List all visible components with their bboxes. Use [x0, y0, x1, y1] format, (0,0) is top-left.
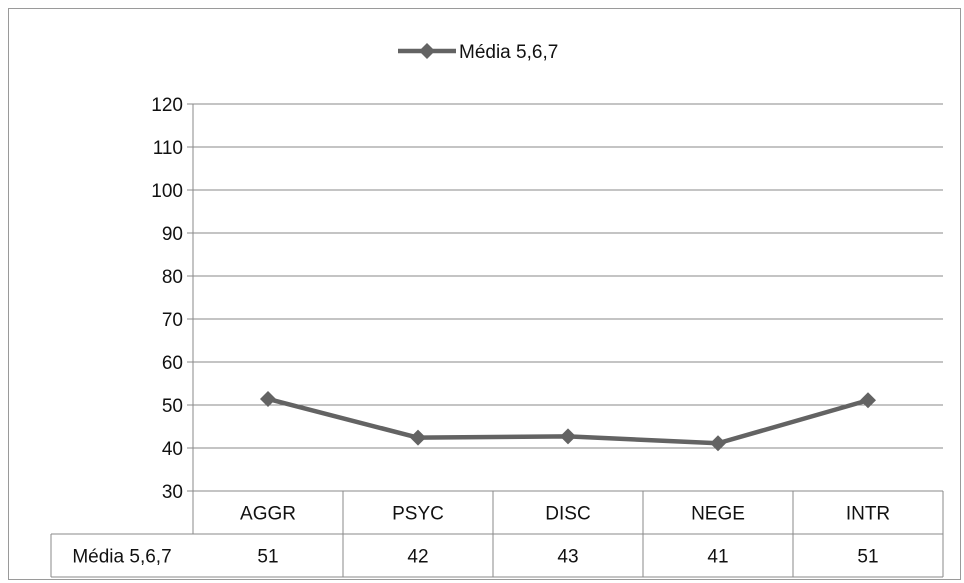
data-point-disc — [560, 428, 576, 445]
y-tick-label-90: 90 — [162, 224, 183, 245]
chart-frame — [8, 8, 961, 580]
y-tick-label-30: 30 — [162, 482, 183, 503]
y-tick-label-110: 110 — [153, 138, 183, 159]
data-point-psyc — [410, 429, 426, 446]
axes — [187, 103, 194, 534]
table-cell-disc: 43 — [557, 547, 578, 568]
table-cell-nege: 41 — [707, 547, 728, 568]
data-point-intr — [860, 392, 876, 409]
category-label-disc: DISC — [545, 504, 590, 525]
y-tick-label-40: 40 — [162, 439, 183, 460]
category-label-intr: INTR — [846, 504, 890, 525]
y-tick-label-80: 80 — [162, 267, 183, 288]
table-cell-aggr: 51 — [257, 547, 278, 568]
y-tick-label-120: 120 — [151, 95, 183, 116]
table-row-header: Média 5,6,7 — [72, 547, 171, 568]
y-tick-label-60: 60 — [162, 353, 183, 374]
category-label-nege: NEGE — [691, 504, 745, 525]
legend-label: Média 5,6,7 — [459, 42, 558, 63]
y-tick-label-100: 100 — [151, 181, 183, 202]
y-axis-tick-labels: 30 40 50 60 70 80 90 100 110 120 — [151, 95, 183, 503]
series-media-5-6-7 — [260, 390, 876, 452]
table-cell-intr: 51 — [857, 547, 878, 568]
data-point-nege — [710, 435, 726, 452]
y-tick-label-70: 70 — [162, 310, 183, 331]
gridlines — [193, 103, 943, 492]
y-tick-label-50: 50 — [162, 396, 183, 417]
table-cell-psyc: 42 — [407, 547, 428, 568]
category-label-aggr: AGGR — [240, 504, 296, 525]
data-point-aggr — [260, 390, 276, 407]
legend-diamond-marker — [419, 43, 435, 59]
legend: Média 5,6,7 — [398, 42, 558, 63]
category-label-psyc: PSYC — [392, 504, 444, 525]
data-table: AGGR PSYC DISC NEGE INTR Média 5,6,7 51 42 43 41 5… — [50, 491, 944, 578]
